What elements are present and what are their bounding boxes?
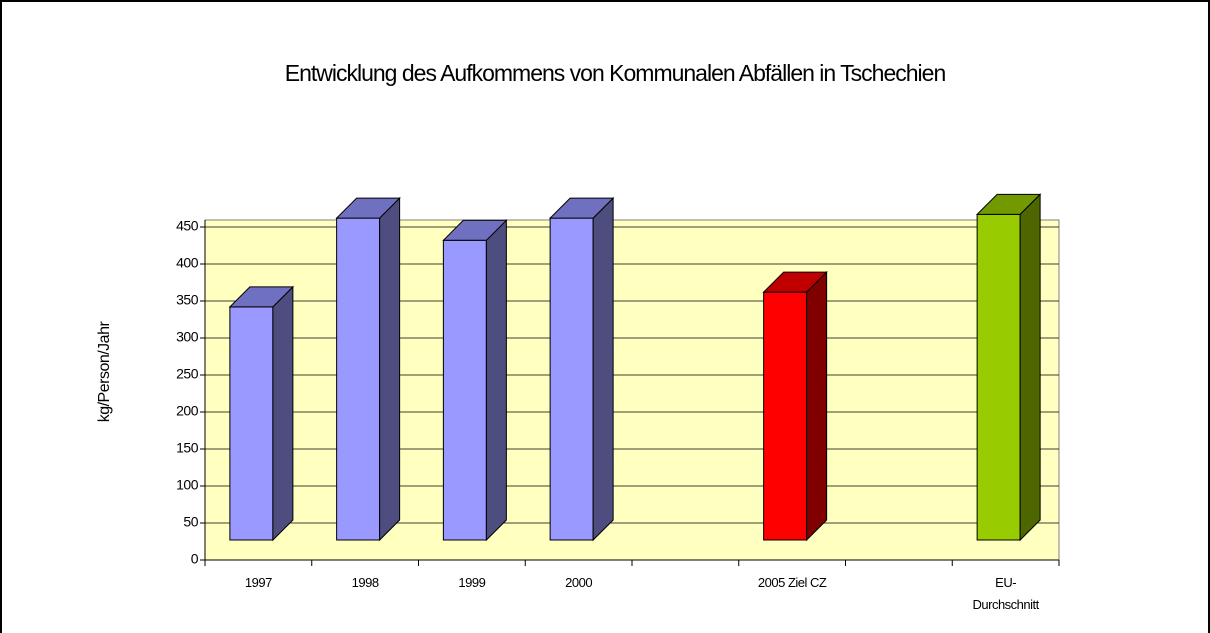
bar-top xyxy=(762,271,828,293)
bar-top xyxy=(548,197,615,219)
y-tick-label: 250 xyxy=(176,366,199,382)
bar-top xyxy=(975,193,1042,215)
bar-side xyxy=(379,196,401,542)
bar-side xyxy=(485,219,507,542)
y-tick-label: 150 xyxy=(176,440,199,456)
y-tick-label: 100 xyxy=(176,477,199,493)
bar-front xyxy=(336,217,381,541)
bar-side xyxy=(272,285,294,542)
y-tick-label: 50 xyxy=(183,514,198,530)
bar-side xyxy=(806,270,828,542)
bar-front xyxy=(763,291,808,541)
bar-top xyxy=(442,219,508,241)
bar-top xyxy=(335,197,401,219)
bar-front xyxy=(976,213,1021,541)
bar-side xyxy=(1019,193,1041,542)
y-tick-label: 300 xyxy=(176,329,199,345)
x-tick-label: 1999 xyxy=(458,575,486,590)
y-tick-label: 350 xyxy=(176,292,199,308)
bar-front xyxy=(229,306,274,541)
y-tick-label: 0 xyxy=(191,551,199,567)
x-tick-label: 1997 xyxy=(244,575,272,590)
bar-side xyxy=(592,196,614,542)
plot-wall xyxy=(204,219,1060,561)
x-tick-label: 2000 xyxy=(565,575,593,590)
y-tick-label: 400 xyxy=(176,255,199,271)
x-tick-label: 1998 xyxy=(351,575,379,590)
chart-title: Entwicklung des Aufkommens von Kommunale… xyxy=(285,60,946,86)
bar-top xyxy=(228,286,295,308)
bar-front xyxy=(442,239,487,541)
x-tick-label: EU-Durchschnitt xyxy=(972,575,1040,612)
y-axis-label: kg/Person/Jahr xyxy=(96,321,113,423)
bar-front xyxy=(549,217,594,541)
y-tick-label: 200 xyxy=(176,403,199,419)
x-tick-label: 2005 Ziel CZ xyxy=(757,575,827,590)
y-tick-label: 450 xyxy=(176,218,199,234)
